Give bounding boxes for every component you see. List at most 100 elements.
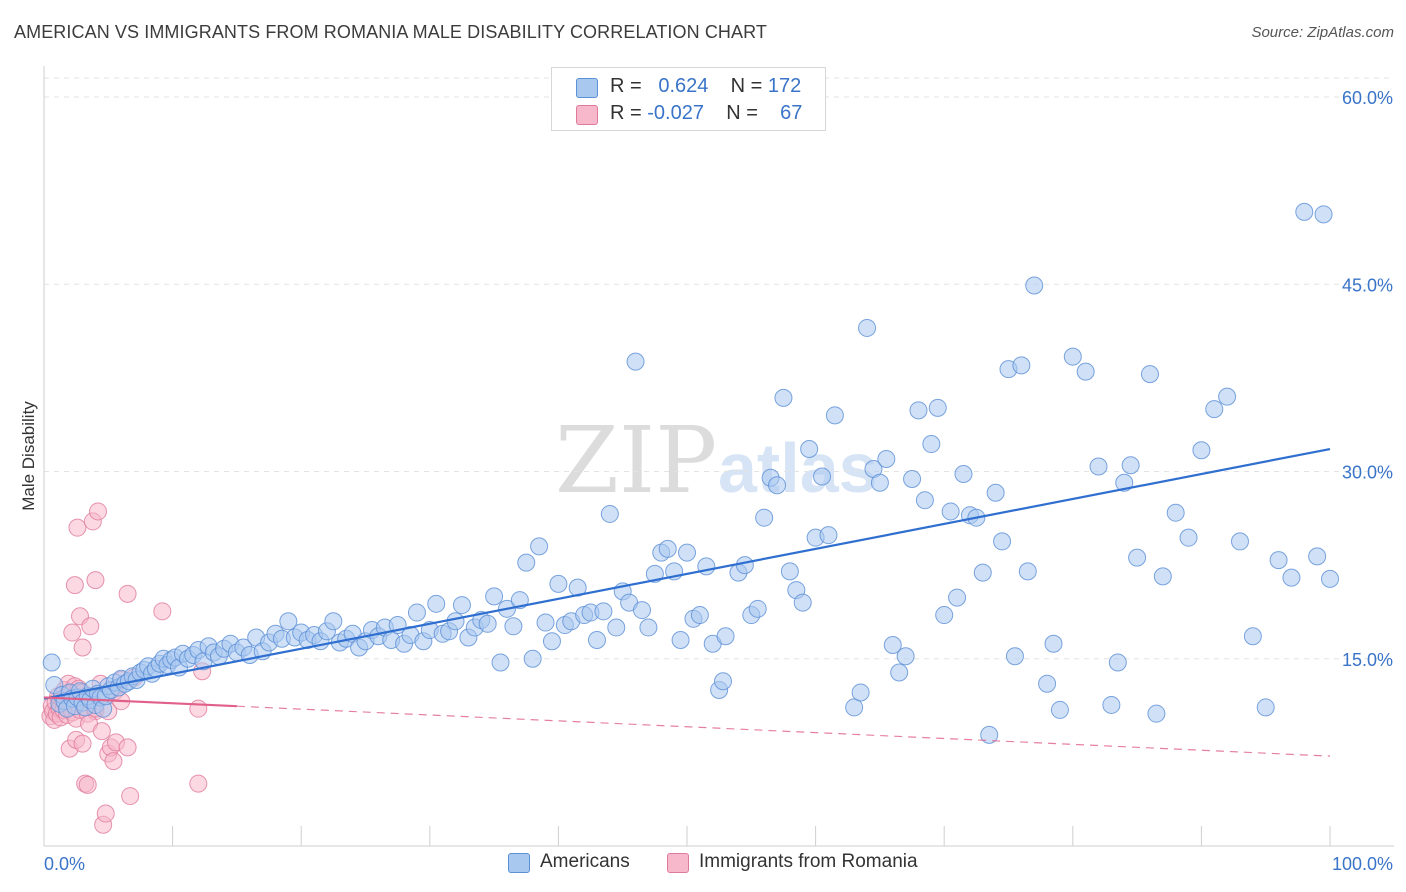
- americans-point: [1205, 400, 1224, 419]
- americans-point: [678, 543, 696, 562]
- americans-point: [890, 663, 909, 682]
- americans-point: [870, 473, 889, 492]
- romania-point: [121, 787, 140, 806]
- romania-point: [96, 804, 115, 823]
- source-label: Source: ZipAtlas.com: [1251, 24, 1394, 41]
- americans-point: [485, 587, 504, 606]
- romania-point: [81, 617, 100, 636]
- americans-point: [883, 636, 902, 655]
- americans-point: [1256, 698, 1275, 717]
- americans-point: [928, 398, 947, 417]
- y-tick-label: 30.0%: [1342, 463, 1393, 483]
- watermark: ZIP atlas: [555, 407, 878, 514]
- legend-r-value: 0.624: [658, 75, 709, 97]
- americans-point: [407, 603, 426, 622]
- americans-point: [690, 606, 709, 625]
- americans-point: [510, 591, 529, 610]
- americans-point: [800, 440, 819, 459]
- romania-point: [89, 502, 108, 521]
- romania-trend-line: [43, 696, 237, 708]
- americans-point: [1115, 473, 1134, 492]
- romania-point: [153, 602, 172, 621]
- americans-point: [504, 617, 523, 636]
- legend-r-value: -0.027: [647, 102, 704, 124]
- americans-point: [594, 602, 613, 621]
- romania-point: [78, 775, 97, 794]
- americans-point: [755, 508, 774, 527]
- americans-point: [1308, 547, 1327, 566]
- americans-point: [446, 612, 465, 631]
- americans-point: [1050, 700, 1069, 719]
- americans-point: [1166, 503, 1185, 522]
- americans-point: [658, 539, 677, 558]
- americans-point: [626, 352, 645, 371]
- americans-point: [478, 614, 497, 633]
- americans-point: [980, 725, 999, 744]
- chart-title: AMERICAN VS IMMIGRANTS FROM ROMANIA MALE…: [14, 22, 768, 42]
- americans-point: [935, 606, 954, 625]
- americans-point: [1063, 347, 1082, 366]
- americans-point: [922, 435, 941, 454]
- americans-point: [1282, 568, 1301, 587]
- americans-point: [607, 618, 626, 637]
- romania-point: [63, 623, 82, 642]
- americans-point: [1121, 456, 1140, 475]
- americans-point: [941, 502, 960, 521]
- americans-point: [714, 672, 733, 691]
- correlation-legend: R = 0.624 N = 172 R = -0.027 N = 67: [551, 67, 826, 131]
- americans-point: [774, 388, 793, 407]
- americans-point: [954, 464, 973, 483]
- romania-point: [65, 576, 84, 595]
- legend-swatch-americans: [576, 78, 598, 98]
- americans-point: [587, 631, 606, 650]
- americans-point: [324, 612, 343, 631]
- romania-point: [92, 722, 111, 741]
- romania-point: [118, 738, 137, 757]
- americans-point: [639, 618, 658, 637]
- americans-point: [896, 647, 915, 666]
- legend-n-value: 67: [780, 102, 803, 124]
- legend-swatch-romania: [667, 853, 689, 873]
- americans-point: [793, 593, 812, 612]
- legend-swatch-romania: [576, 105, 598, 125]
- x-tick-label: 100.0%: [1332, 854, 1393, 874]
- americans-point: [1269, 551, 1288, 570]
- legend-r-label: R =: [610, 75, 642, 97]
- americans-point: [1076, 362, 1095, 381]
- americans-point: [986, 483, 1005, 502]
- americans-point: [1218, 387, 1237, 406]
- americans-point: [632, 601, 651, 620]
- americans-point: [517, 553, 536, 572]
- americans-point: [645, 564, 664, 583]
- americans-point: [1005, 647, 1024, 666]
- americans-point: [851, 683, 870, 702]
- americans-point: [600, 504, 619, 523]
- romania-point: [118, 584, 137, 603]
- romania-point: [189, 699, 208, 718]
- y-tick-label: 45.0%: [1342, 275, 1393, 295]
- americans-point: [42, 653, 61, 672]
- americans-point: [1153, 567, 1172, 586]
- americans-point: [549, 574, 568, 593]
- axis-labels: 15.0% 30.0% 45.0% 60.0% 0.0% 100.0% Male Disab…: [19, 88, 1393, 874]
- romania-point: [73, 734, 92, 753]
- americans-point: [1038, 674, 1057, 693]
- americans-point: [671, 631, 690, 650]
- americans-point: [1314, 205, 1333, 224]
- legend-n-label: N =: [726, 102, 758, 124]
- americans-point: [1108, 653, 1127, 672]
- americans-point: [909, 401, 928, 420]
- y-tick-label: 15.0%: [1342, 650, 1393, 670]
- americans-point: [536, 613, 555, 632]
- americans-point: [1012, 356, 1031, 375]
- americans-point: [858, 318, 877, 337]
- romania-point: [189, 774, 208, 793]
- romania-point: [73, 638, 92, 657]
- legend-n-label: N =: [730, 75, 763, 97]
- romania-trend-line-extension: [236, 705, 1331, 757]
- romania-point: [104, 752, 123, 771]
- romania-point: [68, 518, 87, 537]
- legend-label-americans: Americans: [540, 851, 630, 872]
- americans-point: [748, 599, 767, 618]
